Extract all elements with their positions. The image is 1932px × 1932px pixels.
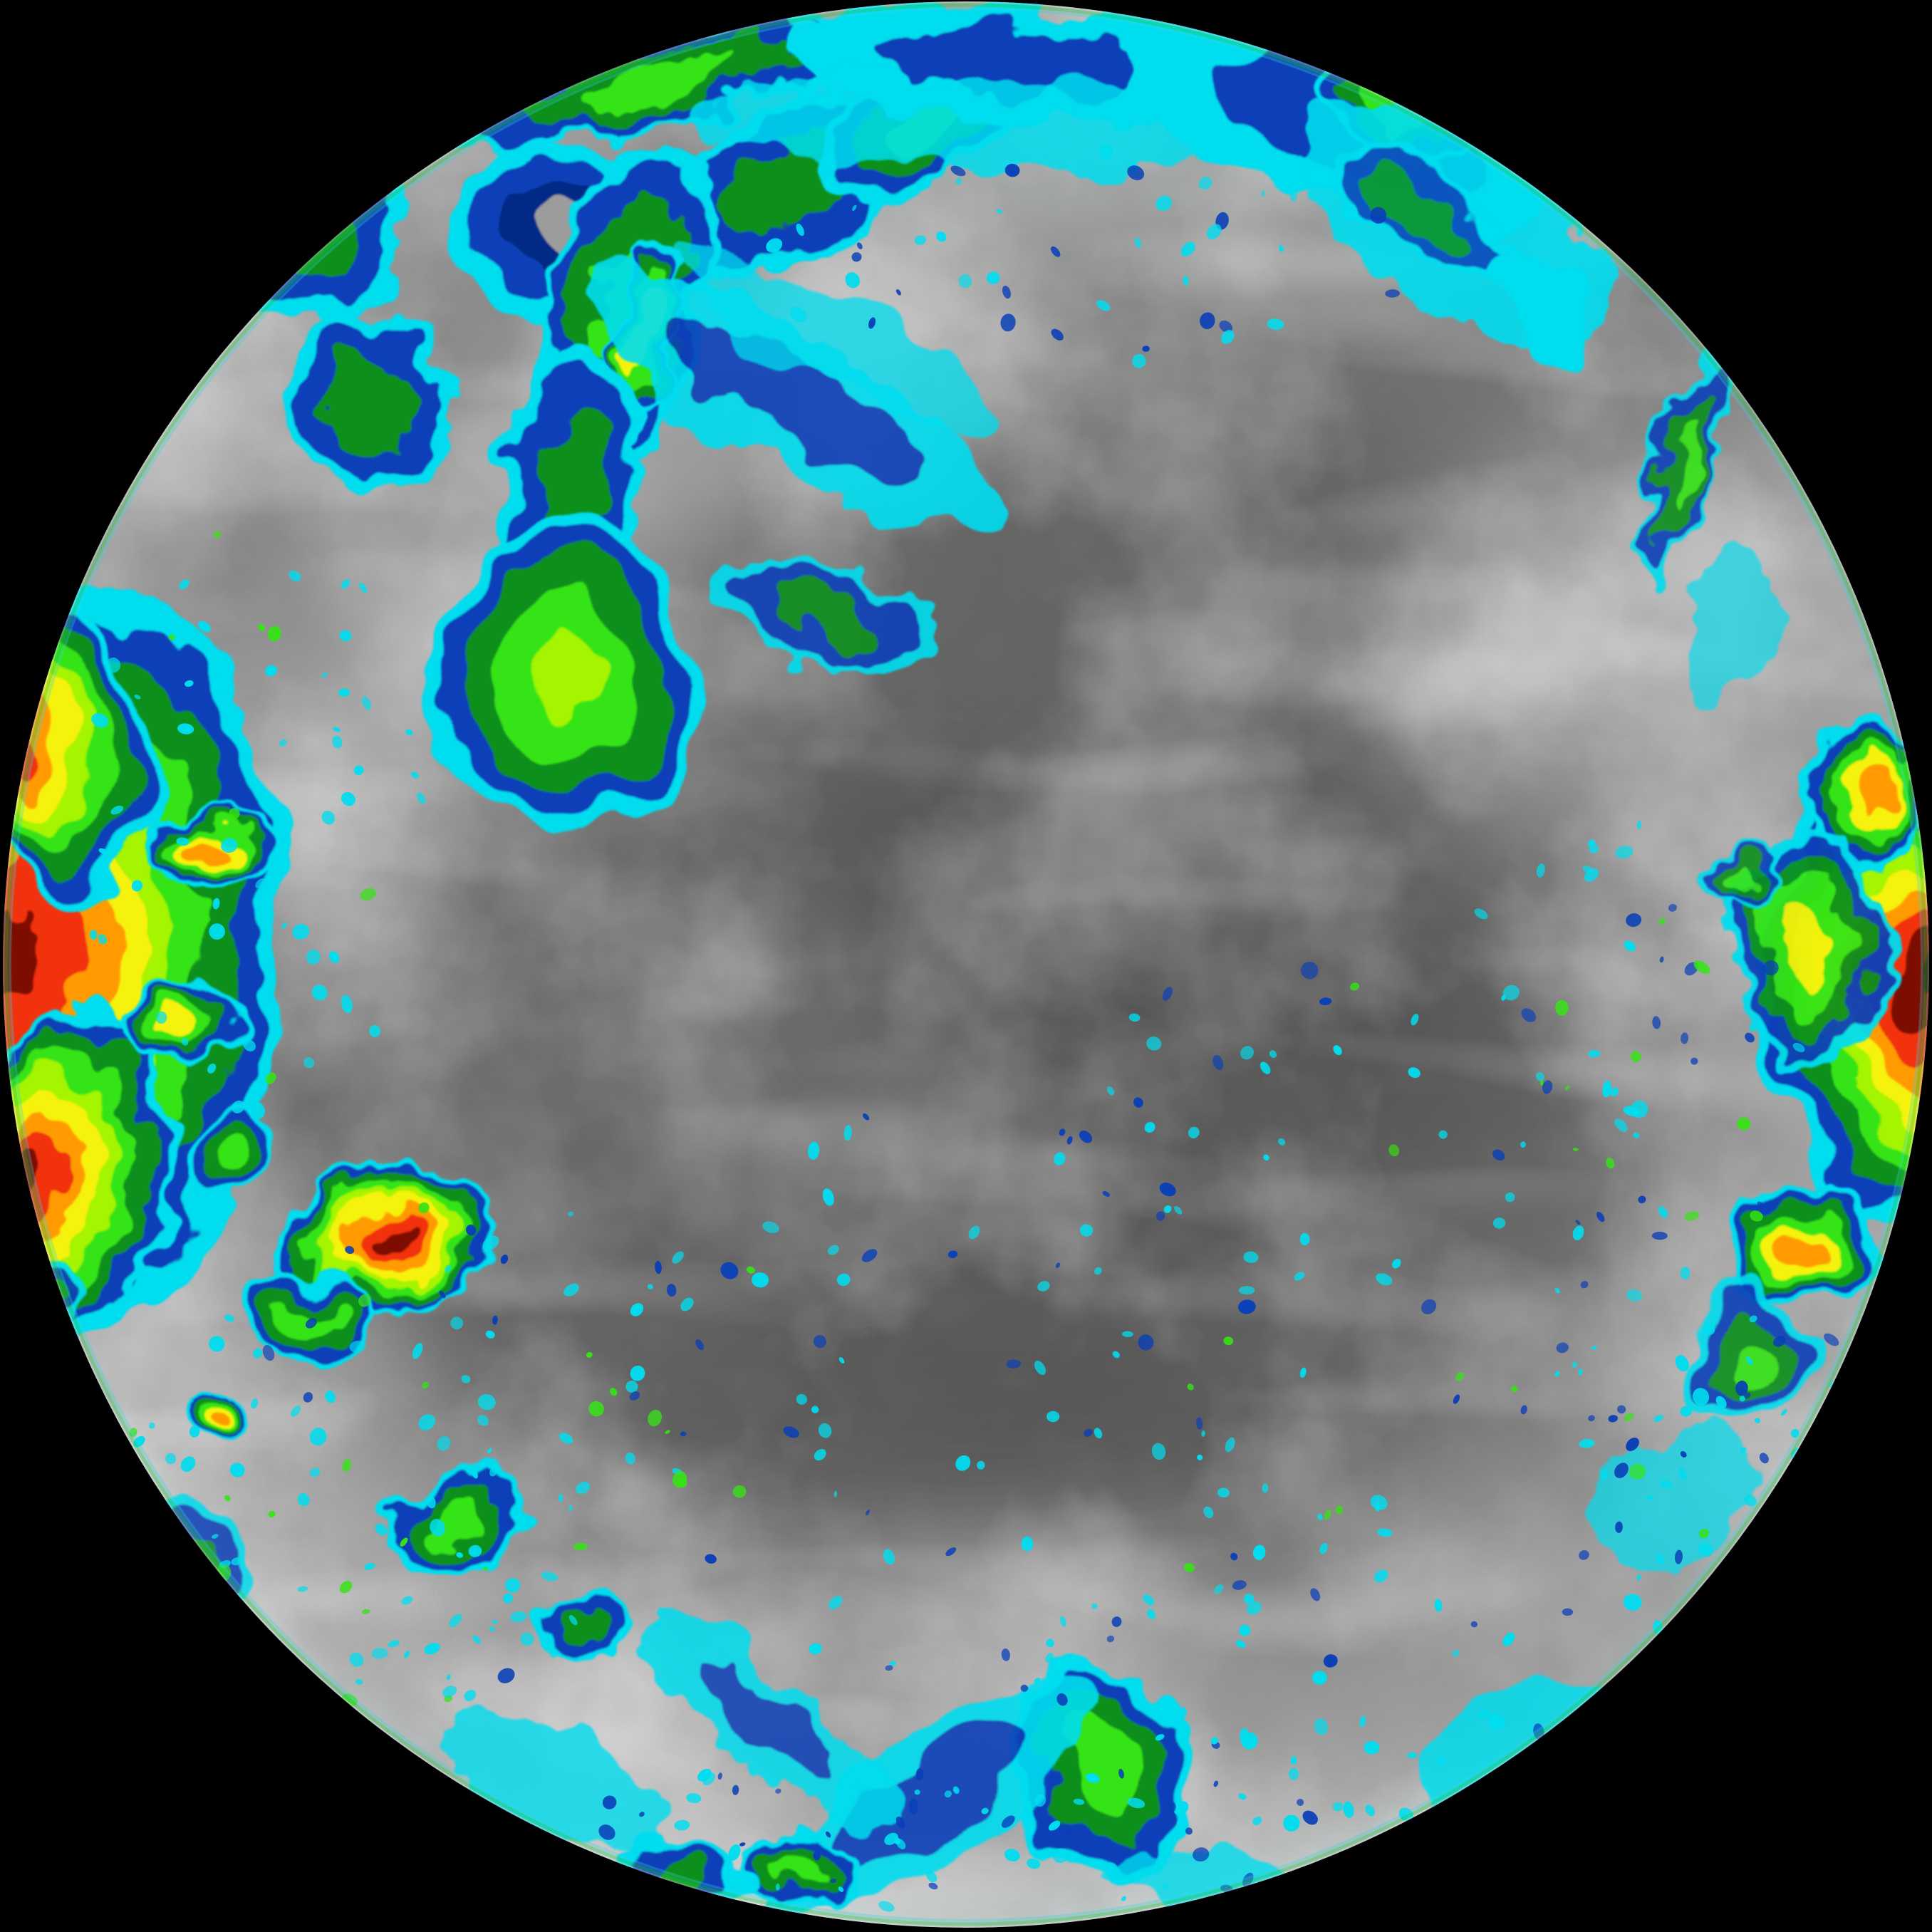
convective-region-c-blue-diag-band [581,273,1001,525]
convective-region-c-green-bits-east [717,553,935,675]
convective-region-e-mid-cyan-flecks [1686,546,1776,708]
convective-region-c-cyan-diag-band [676,249,1019,449]
limb-fringe-ring [9,7,1923,1922]
convective-region-w-green-mass [430,521,703,833]
convective-region-se-mid-cyan [1589,1425,1760,1567]
speckle-field [82,144,1929,1912]
convective-region-w-green-patch-upper [283,311,458,494]
limb-fringe-ring [4,3,1928,1926]
convective-region-e-limb-green-streak [1638,346,1727,580]
convective-region-sw-cluster-green [248,1278,362,1361]
convective-region-ne-limb-cyan [1477,235,1593,335]
convective-region-w-itcz-spot-a [153,801,279,895]
convective-region-ne-green-streaks [1314,145,1522,283]
convective-region-s-blue-arc [655,1625,883,1823]
limb-fringe-ring [3,1,1929,1928]
convective-region-w-itcz-spot-b [126,979,237,1061]
convective-region-sw-orange-spot [174,1386,254,1452]
convective-region-e-itcz-green-spot [1700,845,1780,910]
convective-region-n-band-cyan [691,74,1232,175]
convective-region-e-itcz-north-orange [1798,715,1929,873]
convective-region-e-itcz-green-south [1683,1292,1834,1416]
convective-region-w-itcz-spot-c [187,1108,286,1185]
convective-region-sw-cluster-red [283,1160,494,1319]
convective-region-nw-limb-arc-green [455,14,871,150]
convective-region-e-itcz-south-orange [1725,1181,1882,1309]
convective-region-s-cyan-west [440,1708,671,1854]
